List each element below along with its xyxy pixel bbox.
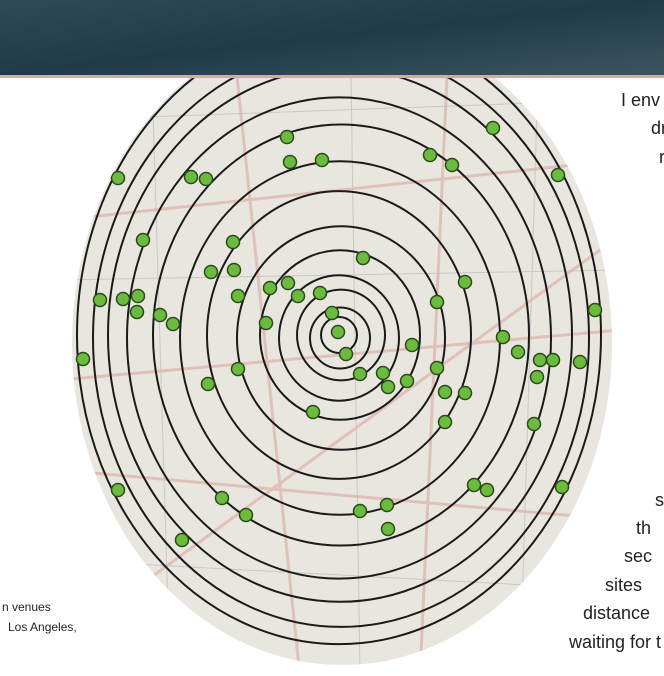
ring: [126, 96, 552, 580]
venue-dot: [135, 232, 151, 248]
venue-dot: [404, 337, 420, 353]
venue-dot: [518, 597, 534, 613]
venue-dot: [198, 171, 214, 187]
map: [72, 21, 612, 665]
body-line: s: [655, 490, 664, 510]
venue-dot: [510, 344, 526, 360]
venue-dot: [279, 129, 295, 145]
body-line: distance: [583, 603, 651, 623]
ring: [236, 225, 446, 451]
venue-dot: [290, 288, 306, 304]
venue-dot: [230, 288, 246, 304]
venue-dot: [110, 482, 126, 498]
roads: [72, 21, 612, 665]
venue-dot: [140, 85, 156, 101]
body-line: sec: [624, 546, 653, 566]
ring: [296, 288, 386, 382]
ring: [152, 123, 530, 547]
venue-dot: [92, 292, 108, 308]
venue-dot: [226, 262, 242, 278]
venue-dot: [466, 477, 482, 493]
body-line: waiting for t: [569, 632, 662, 652]
venue-dot: [550, 167, 566, 183]
banner: [0, 0, 664, 75]
venue-dot: [437, 384, 453, 400]
body-line: r: [659, 147, 664, 167]
venue-dot: [324, 305, 340, 321]
venue-dot: [380, 379, 396, 395]
venue-dot: [429, 294, 445, 310]
caption-line: n venues: [2, 600, 51, 614]
venue-dot: [375, 365, 391, 381]
venue-dot: [379, 497, 395, 513]
body-line: th: [636, 518, 652, 538]
venue-dot: [495, 329, 511, 345]
venue-dot: [526, 416, 542, 432]
venue-dot: [532, 352, 548, 368]
venue-dot: [457, 385, 473, 401]
venue-dot: [282, 154, 298, 170]
venue-dot: [280, 275, 296, 291]
venue-dot: [258, 315, 274, 331]
venue-dot: [572, 354, 588, 370]
venue-dot: [174, 532, 190, 548]
venue-dot: [312, 285, 328, 301]
venue-dot: [529, 369, 545, 385]
venue-dot: [200, 376, 216, 392]
venue-dot: [214, 490, 230, 506]
venue-dot: [457, 274, 473, 290]
venue-dot: [429, 360, 445, 376]
ring: [259, 249, 421, 421]
venue-dot: [330, 324, 346, 340]
venue-dot: [129, 304, 145, 320]
body-line: sites: [605, 575, 643, 595]
venue-dot: [380, 521, 396, 537]
venue-dot: [554, 479, 570, 495]
caption-line: Los Angeles,: [8, 620, 77, 634]
venue-dot: [110, 170, 126, 186]
venue-dot: [75, 351, 91, 367]
ring: [206, 190, 472, 480]
ring: [309, 306, 371, 370]
venue-dot: [130, 288, 146, 304]
banner-border: [0, 75, 664, 78]
venue-dot: [352, 503, 368, 519]
venue-dot: [444, 157, 460, 173]
venue-dot: [422, 147, 438, 163]
venue-dot: [152, 307, 168, 323]
venue-dot: [305, 404, 321, 420]
venue-dot: [545, 352, 561, 368]
ring: [278, 274, 400, 402]
venue-dot: [225, 234, 241, 250]
venue-dot: [203, 264, 219, 280]
venue-dot: [183, 169, 199, 185]
body-line: I env: [621, 90, 661, 110]
venue-dot: [355, 250, 371, 266]
venue-dot: [437, 414, 453, 430]
venue-dot: [485, 120, 501, 136]
venue-dot: [230, 361, 246, 377]
venue-dot: [165, 316, 181, 332]
venue-dot: [314, 152, 330, 168]
venue-dot: [352, 366, 368, 382]
venue-dot: [338, 346, 354, 362]
body-line: dr: [651, 118, 664, 138]
venue-dot: [587, 302, 603, 318]
venue-dot: [479, 482, 495, 498]
venue-dot: [399, 373, 415, 389]
venue-dot: [262, 280, 278, 296]
venue-dot: [115, 291, 131, 307]
venue-dot: [238, 507, 254, 523]
